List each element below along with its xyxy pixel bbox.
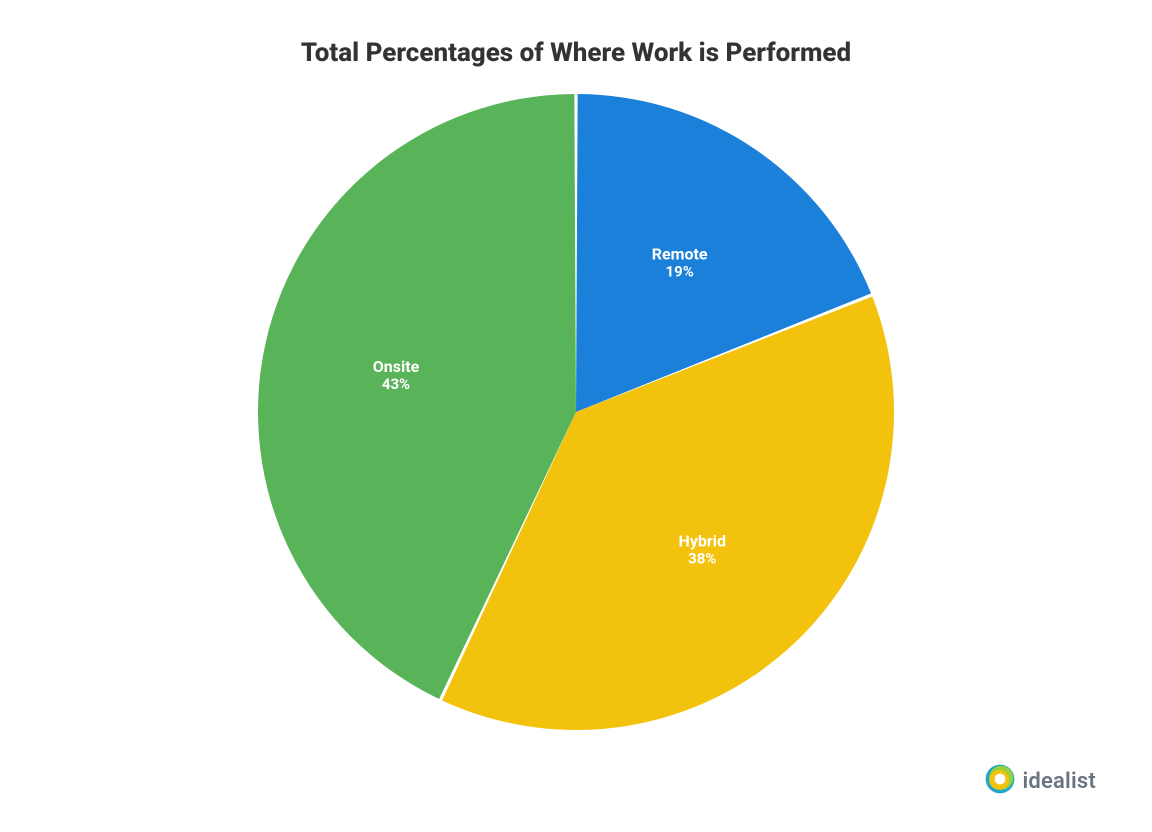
brand-badge: idealist bbox=[985, 764, 1097, 798]
pie-chart: Remote19%Hybrid38%Onsite43% bbox=[258, 94, 894, 734]
chart-card: Total Percentages of Where Work is Perfo… bbox=[0, 0, 1152, 832]
brand-name: idealist bbox=[1023, 769, 1097, 794]
chart-title: Total Percentages of Where Work is Perfo… bbox=[0, 38, 1152, 68]
brand-logo-icon bbox=[985, 764, 1015, 798]
